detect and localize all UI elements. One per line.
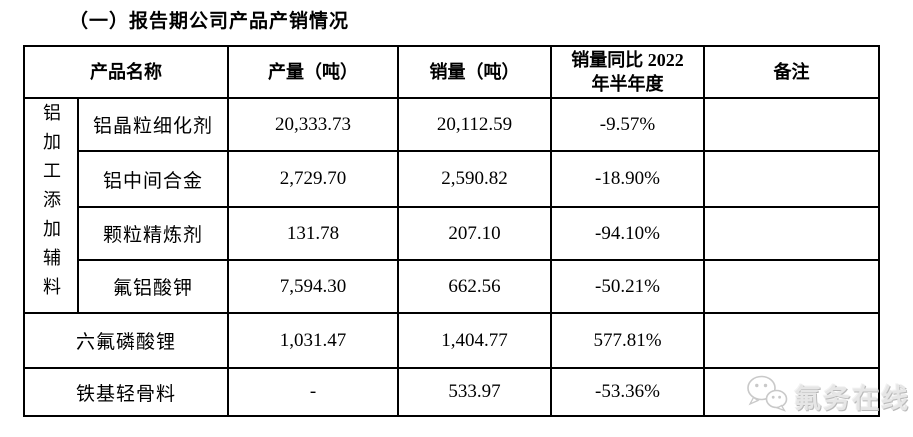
table-row: 氟铝酸钾 7,594.30 662.56 -50.21% bbox=[24, 259, 880, 314]
page-title: （一）报告期公司产品产销情况 bbox=[69, 11, 350, 32]
header-product-name: 产品名称 bbox=[23, 45, 229, 99]
production-cell: 2,729.70 bbox=[227, 150, 399, 208]
product-name-cell: 铝中间合金 bbox=[77, 150, 229, 208]
production-cell: - bbox=[227, 367, 399, 417]
yoy-cell: -18.90% bbox=[550, 150, 705, 208]
remark-cell bbox=[703, 205, 880, 262]
remark-cell bbox=[703, 367, 880, 417]
yoy-cell: -53.36% bbox=[550, 367, 705, 417]
product-name-cell: 铝晶粒细化剂 bbox=[77, 96, 229, 153]
production-cell: 131.78 bbox=[227, 205, 399, 262]
sales-cell: 533.97 bbox=[397, 367, 552, 417]
sales-cell: 1,404.77 bbox=[397, 312, 552, 369]
remark-cell bbox=[703, 150, 880, 208]
remark-cell bbox=[703, 96, 880, 153]
watermark-text: 氟务在线 bbox=[794, 383, 910, 414]
watermark: 氟务在线 bbox=[744, 372, 913, 420]
yoy-cell: 577.81% bbox=[550, 312, 705, 369]
sales-cell: 2,590.82 bbox=[397, 150, 552, 208]
production-cell: 1,031.47 bbox=[227, 312, 399, 369]
sales-cell: 20,112.59 bbox=[397, 96, 552, 153]
yoy-cell: -9.57% bbox=[550, 96, 705, 153]
product-name-cell: 六氟磷酸锂 bbox=[23, 312, 229, 369]
yoy-cell: -94.10% bbox=[550, 205, 705, 262]
header-sales-yoy: 销量同比 2022 年半年度 bbox=[550, 45, 705, 99]
sales-cell: 662.56 bbox=[397, 259, 552, 314]
table-row: 六氟磷酸锂 1,031.47 1,404.77 577.81% bbox=[23, 312, 880, 369]
table-row: 铁基轻骨料 - 533.97 -53.36% bbox=[23, 367, 880, 417]
table-header-row: 产品名称 产量（吨） 销量（吨） 销量同比 2022 年半年度 备注 bbox=[23, 45, 880, 99]
group-label-cell: 铝加工添加辅料 bbox=[23, 97, 79, 314]
sales-cell: 207.10 bbox=[397, 205, 552, 262]
production-sales-table: 产品名称 产量（吨） 销量（吨） 销量同比 2022 年半年度 备注 铝加工添加… bbox=[23, 45, 880, 417]
production-cell: 20,333.73 bbox=[227, 96, 399, 153]
product-name-cell: 氟铝酸钾 bbox=[77, 259, 229, 314]
header-sales: 销量（吨） bbox=[397, 45, 552, 99]
table-row: 颗粒精炼剂 131.78 207.10 -94.10% bbox=[24, 205, 880, 262]
yoy-cell: -50.21% bbox=[550, 259, 705, 314]
header-sales-yoy-line1: 销量同比 2022 bbox=[571, 49, 684, 70]
header-remark: 备注 bbox=[703, 45, 880, 99]
table-row: 铝加工添加辅料 铝晶粒细化剂 20,333.73 20,112.59 -9.57… bbox=[23, 96, 880, 314]
product-name-cell: 铁基轻骨料 bbox=[23, 367, 229, 417]
table-row: 铝中间合金 2,729.70 2,590.82 -18.90% bbox=[24, 150, 880, 208]
group-label-vertical-text: 铝加工添加辅料 bbox=[41, 103, 61, 306]
production-cell: 7,594.30 bbox=[227, 259, 399, 314]
header-production: 产量（吨） bbox=[227, 45, 399, 99]
header-sales-yoy-line2: 年半年度 bbox=[591, 74, 664, 94]
wechat-icon bbox=[744, 373, 790, 420]
remark-cell bbox=[703, 312, 880, 369]
product-name-cell: 颗粒精炼剂 bbox=[77, 205, 229, 262]
remark-cell bbox=[703, 259, 880, 314]
